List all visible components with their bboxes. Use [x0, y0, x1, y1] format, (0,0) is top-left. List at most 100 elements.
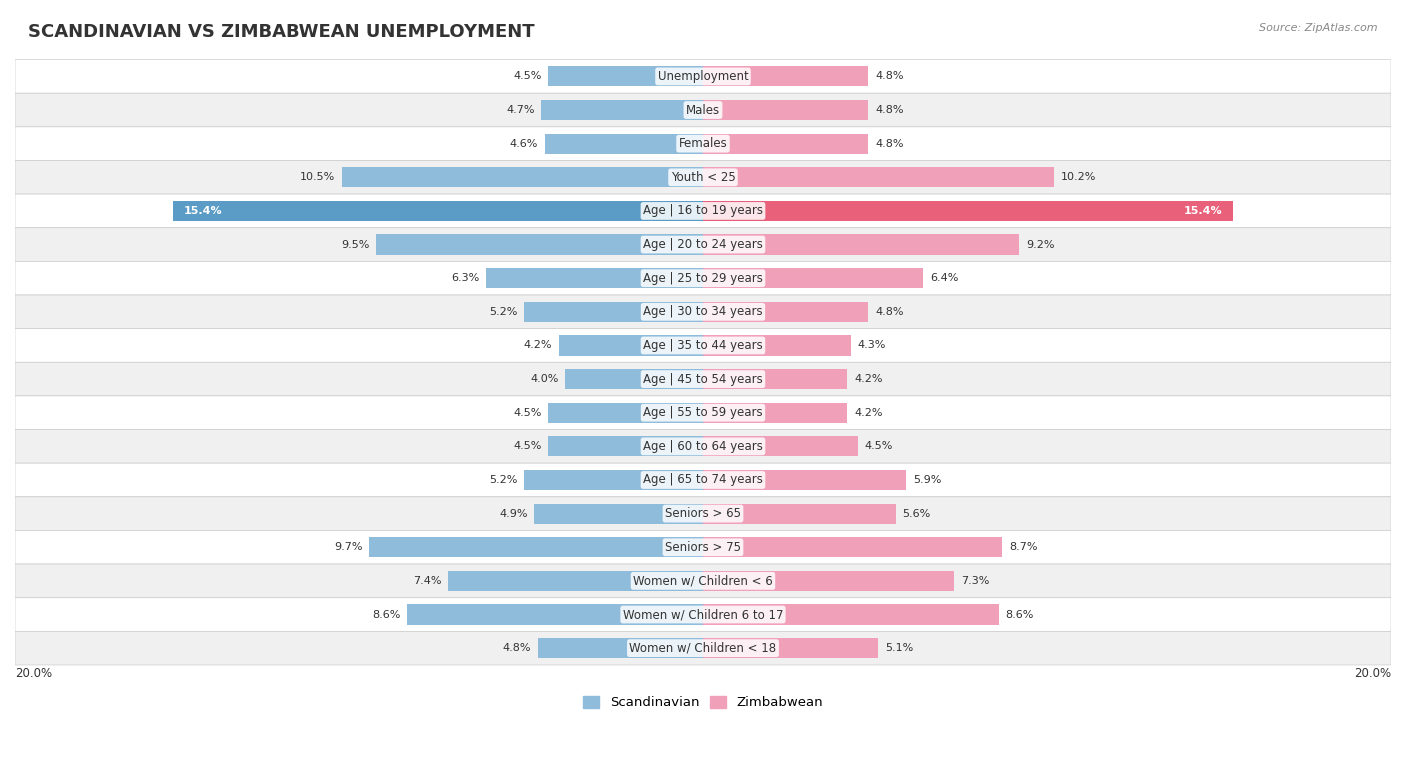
Text: Age | 65 to 74 years: Age | 65 to 74 years: [643, 473, 763, 487]
Text: 4.8%: 4.8%: [875, 105, 904, 115]
Text: 20.0%: 20.0%: [15, 667, 52, 680]
Bar: [449, 571, 703, 591]
Text: 15.4%: 15.4%: [1184, 206, 1222, 216]
Text: Seniors > 75: Seniors > 75: [665, 540, 741, 554]
Text: 4.8%: 4.8%: [875, 71, 904, 82]
Text: Females: Females: [679, 137, 727, 150]
Text: 20.0%: 20.0%: [1354, 667, 1391, 680]
Text: 7.4%: 7.4%: [413, 576, 441, 586]
Text: 4.8%: 4.8%: [502, 643, 531, 653]
Text: Women w/ Children < 18: Women w/ Children < 18: [630, 642, 776, 655]
Bar: [703, 235, 1019, 254]
Text: 6.3%: 6.3%: [451, 273, 479, 283]
Text: 4.8%: 4.8%: [875, 307, 904, 317]
FancyBboxPatch shape: [15, 60, 1391, 93]
Text: Age | 55 to 59 years: Age | 55 to 59 years: [643, 407, 763, 419]
Text: 5.1%: 5.1%: [886, 643, 914, 653]
Bar: [703, 638, 879, 659]
Bar: [544, 133, 703, 154]
Bar: [703, 571, 955, 591]
FancyBboxPatch shape: [15, 564, 1391, 598]
FancyBboxPatch shape: [15, 396, 1391, 429]
Bar: [541, 100, 703, 120]
Bar: [703, 268, 924, 288]
Bar: [703, 335, 851, 356]
Text: 4.9%: 4.9%: [499, 509, 527, 519]
Bar: [703, 100, 868, 120]
Bar: [703, 436, 858, 456]
Bar: [408, 604, 703, 625]
Bar: [486, 268, 703, 288]
Bar: [703, 470, 905, 490]
Bar: [703, 302, 868, 322]
Text: Youth < 25: Youth < 25: [671, 171, 735, 184]
Text: 10.5%: 10.5%: [299, 173, 335, 182]
FancyBboxPatch shape: [15, 329, 1391, 363]
Bar: [548, 436, 703, 456]
Text: 5.9%: 5.9%: [912, 475, 941, 485]
Bar: [703, 67, 868, 86]
Text: 6.4%: 6.4%: [929, 273, 959, 283]
FancyBboxPatch shape: [15, 127, 1391, 160]
Bar: [342, 167, 703, 188]
Text: 8.6%: 8.6%: [1005, 609, 1033, 619]
Text: 9.2%: 9.2%: [1026, 239, 1054, 250]
Text: 4.8%: 4.8%: [875, 139, 904, 148]
Bar: [703, 201, 1233, 221]
Bar: [534, 503, 703, 524]
Bar: [538, 638, 703, 659]
Text: Males: Males: [686, 104, 720, 117]
Text: 4.2%: 4.2%: [855, 374, 883, 384]
FancyBboxPatch shape: [15, 463, 1391, 497]
Text: Age | 60 to 64 years: Age | 60 to 64 years: [643, 440, 763, 453]
Text: 7.3%: 7.3%: [960, 576, 990, 586]
Text: 4.5%: 4.5%: [513, 441, 541, 451]
Text: Source: ZipAtlas.com: Source: ZipAtlas.com: [1260, 23, 1378, 33]
Bar: [524, 470, 703, 490]
FancyBboxPatch shape: [15, 598, 1391, 631]
Text: 15.4%: 15.4%: [184, 206, 222, 216]
Bar: [548, 67, 703, 86]
Text: 8.7%: 8.7%: [1010, 542, 1038, 553]
Bar: [703, 503, 896, 524]
FancyBboxPatch shape: [15, 295, 1391, 329]
FancyBboxPatch shape: [15, 429, 1391, 463]
Bar: [548, 403, 703, 423]
Text: Age | 35 to 44 years: Age | 35 to 44 years: [643, 339, 763, 352]
Text: 9.5%: 9.5%: [340, 239, 370, 250]
Bar: [558, 335, 703, 356]
FancyBboxPatch shape: [15, 497, 1391, 531]
Text: 5.6%: 5.6%: [903, 509, 931, 519]
Text: 4.7%: 4.7%: [506, 105, 534, 115]
Bar: [565, 369, 703, 389]
Text: 4.0%: 4.0%: [530, 374, 558, 384]
FancyBboxPatch shape: [15, 363, 1391, 396]
FancyBboxPatch shape: [15, 160, 1391, 194]
Text: Age | 20 to 24 years: Age | 20 to 24 years: [643, 238, 763, 251]
Text: Age | 25 to 29 years: Age | 25 to 29 years: [643, 272, 763, 285]
Bar: [703, 537, 1002, 557]
Text: Age | 30 to 34 years: Age | 30 to 34 years: [643, 305, 763, 319]
FancyBboxPatch shape: [15, 261, 1391, 295]
Text: Seniors > 65: Seniors > 65: [665, 507, 741, 520]
FancyBboxPatch shape: [15, 228, 1391, 261]
Text: 5.2%: 5.2%: [489, 307, 517, 317]
Text: 4.2%: 4.2%: [855, 408, 883, 418]
FancyBboxPatch shape: [15, 631, 1391, 665]
Text: 4.6%: 4.6%: [509, 139, 538, 148]
Text: Age | 16 to 19 years: Age | 16 to 19 years: [643, 204, 763, 217]
Text: 4.2%: 4.2%: [523, 341, 551, 350]
Text: 10.2%: 10.2%: [1060, 173, 1097, 182]
Text: Age | 45 to 54 years: Age | 45 to 54 years: [643, 372, 763, 385]
Text: Women w/ Children < 6: Women w/ Children < 6: [633, 575, 773, 587]
FancyBboxPatch shape: [15, 194, 1391, 228]
Bar: [703, 369, 848, 389]
Text: 9.7%: 9.7%: [335, 542, 363, 553]
Bar: [370, 537, 703, 557]
Bar: [703, 133, 868, 154]
Text: 4.5%: 4.5%: [513, 408, 541, 418]
Text: 4.5%: 4.5%: [513, 71, 541, 82]
Bar: [703, 167, 1054, 188]
Text: SCANDINAVIAN VS ZIMBABWEAN UNEMPLOYMENT: SCANDINAVIAN VS ZIMBABWEAN UNEMPLOYMENT: [28, 23, 534, 41]
Bar: [703, 604, 998, 625]
